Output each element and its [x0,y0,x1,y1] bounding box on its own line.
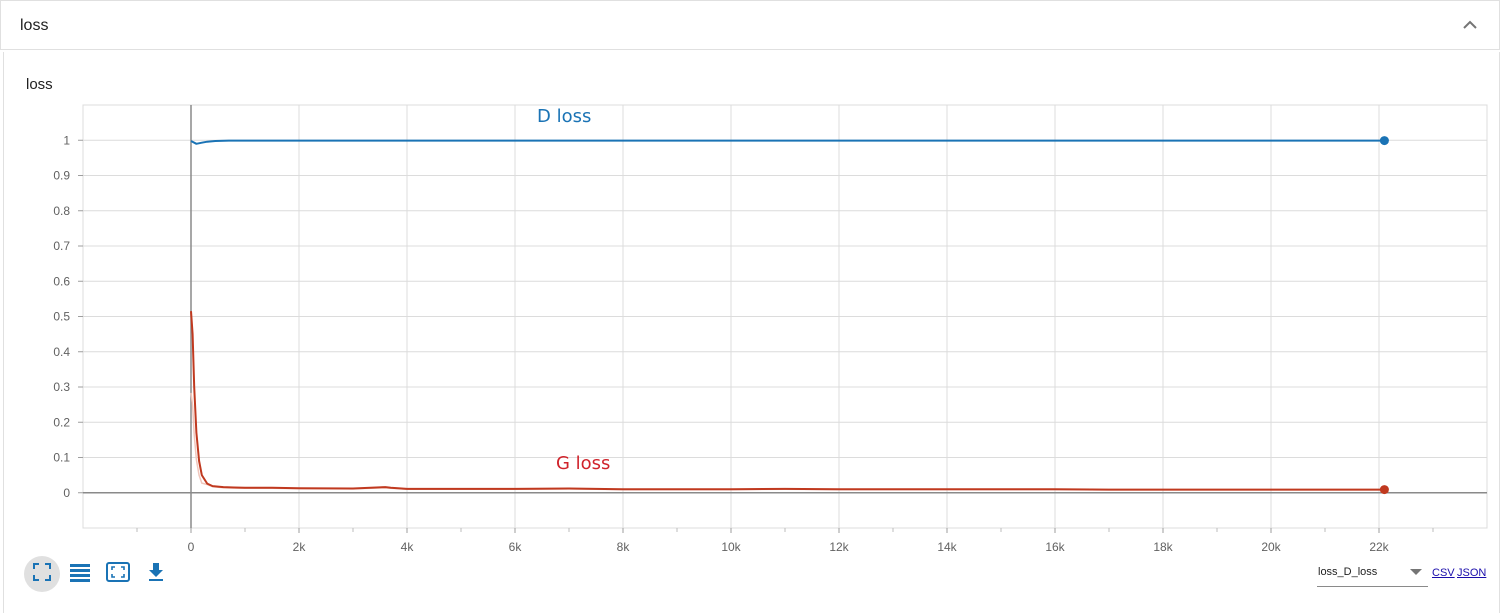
d-loss-annotation: D loss [537,106,591,127]
panel-title: loss [20,17,49,34]
x-tick-label: 10k [721,540,741,554]
y-tick-label: 0.4 [53,345,70,359]
series-select-value: loss_D_loss [1318,566,1378,578]
x-tick-label: 6k [509,540,523,554]
tick-labels: 0 0.1 0.2 0.3 0.4 0.5 0.6 0.7 0.8 0.9 1 0 2k 4k 6k 8k 10… [53,133,1389,554]
y-tick-label: 0.5 [53,310,70,324]
fit-domain-button[interactable] [24,556,60,592]
y-tick-label: 0 [63,486,70,500]
csv-link[interactable]: CSV [1432,567,1455,579]
fullscreen-icon [106,561,130,587]
d-loss-line [190,139,1385,145]
dropdown-arrow-icon [1410,569,1422,575]
series-select[interactable]: loss_D_loss [1317,563,1428,587]
d-loss-end-marker [1379,136,1389,146]
y-tick-label: 0.1 [53,451,70,465]
list-icon [69,562,91,587]
panel-header: loss [0,0,1500,50]
grid [82,104,1488,529]
y-tick-label: 0.2 [53,415,70,429]
expand-button[interactable] [100,556,136,592]
chart-toolbar [24,556,174,592]
chevron-up-icon[interactable] [1459,14,1481,36]
fit-domain-icon [32,562,52,587]
x-tick-label: 18k [1153,540,1173,554]
x-tick-label: 2k [293,540,307,554]
axes [78,105,1487,533]
json-link[interactable]: JSON [1457,567,1487,579]
x-tick-label: 14k [937,540,957,554]
y-tick-label: 0.3 [53,380,70,394]
chart-title: loss [26,76,53,93]
log-scale-button[interactable] [62,556,98,592]
g-loss-annotation: G loss [556,453,610,474]
download-button[interactable] [138,556,174,592]
series-layer [190,136,1389,495]
x-tick-label: 8k [617,540,631,554]
x-tick-label: 16k [1045,540,1065,554]
g-loss-end-marker [1379,485,1389,495]
y-tick-label: 0.8 [53,204,70,218]
g-loss-raw-line [190,392,1385,491]
y-tick-label: 0.6 [53,274,70,288]
x-tick-label: 12k [829,540,849,554]
download-icon [147,562,165,587]
chart-card [3,52,1500,613]
x-tick-label: 20k [1261,540,1281,554]
y-tick-label: 0.9 [53,169,70,183]
x-tick-label: 4k [401,540,415,554]
x-tick-label: 0 [188,540,195,554]
x-tick-label: 22k [1369,540,1389,554]
y-tick-label: 0.7 [53,239,70,253]
g-loss-line [190,311,1385,491]
y-tick-label: 1 [63,133,70,147]
